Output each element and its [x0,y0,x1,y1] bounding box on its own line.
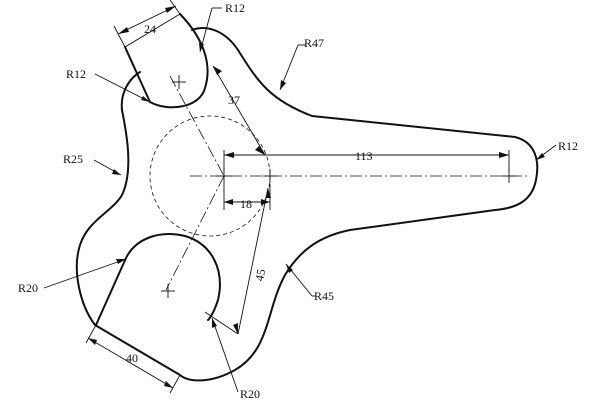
dimension-24 [113,0,181,48]
dim-45-label: 45 [252,268,268,283]
r12-top-label: R12 [225,1,245,15]
dim-37-label: 37 [228,93,240,107]
dim-18-label: 18 [240,197,252,211]
leader-r12-top [199,7,222,53]
center-mark-upper [172,75,186,89]
dimension-45 [204,187,271,335]
center-mark-small [263,169,277,183]
r47-label: R47 [304,36,324,50]
upper-slot [124,13,209,109]
leader-r20-left [43,258,127,289]
diagonal-centerline-lower [165,175,225,291]
center-mark-right [502,169,516,183]
dim-40-label: 40 [126,351,138,365]
center-mark-main [216,168,232,184]
leader-r45 [285,263,316,297]
dim-113-label: 113 [355,149,373,163]
dim-24-label: 24 [144,22,156,36]
diagonal-centerline-upper [169,75,225,177]
center-mark-lower [161,284,175,298]
r20-bottom-label: R20 [240,387,260,400]
dimension-113 [223,150,510,170]
dimension-40 [85,324,181,394]
leader-r20-bottom [211,317,239,393]
part-outline [75,27,539,382]
leader-r12-left [94,73,151,103]
leader-r47 [279,44,306,91]
leader-r12-right [535,144,557,161]
r12-left-label: R12 [66,67,86,81]
r12-right-label: R12 [558,139,578,153]
r25-label: R25 [63,152,83,166]
leader-r25 [93,159,122,176]
lower-slot [95,233,221,326]
r20-left-label: R20 [18,281,38,295]
r45-label: R45 [314,289,334,303]
dimension-37 [212,65,266,156]
